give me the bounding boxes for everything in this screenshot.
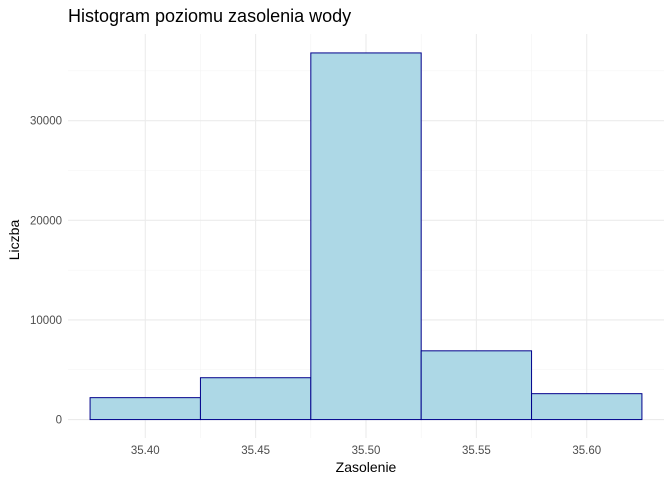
y-axis-ticks: 0 10000 20000 30000 [30,116,62,427]
x-tick-label: 35.40 [131,445,160,457]
x-tick-label: 35.60 [572,445,601,457]
x-tick-label: 35.55 [462,445,491,457]
histogram-bars [89,52,643,421]
y-tick-label: 0 [56,415,62,427]
y-tick-label: 30000 [30,116,62,128]
histogram-bar [420,350,533,421]
y-tick-label: 20000 [30,215,62,227]
histogram-bar [89,397,201,421]
y-tick-label: 10000 [30,315,62,327]
histogram-bar [531,393,643,421]
x-tick-label: 35.50 [352,445,381,457]
histogram-bar [310,52,422,421]
histogram-bar [199,377,312,421]
x-axis-label: Zasolenie [336,459,397,475]
x-axis-ticks: 35.40 35.45 35.50 35.55 35.60 [131,445,601,457]
y-axis-label: Liczba [6,220,22,261]
x-tick-label: 35.45 [241,445,270,457]
chart-title: Histogram poziomu zasolenia wody [68,6,351,26]
